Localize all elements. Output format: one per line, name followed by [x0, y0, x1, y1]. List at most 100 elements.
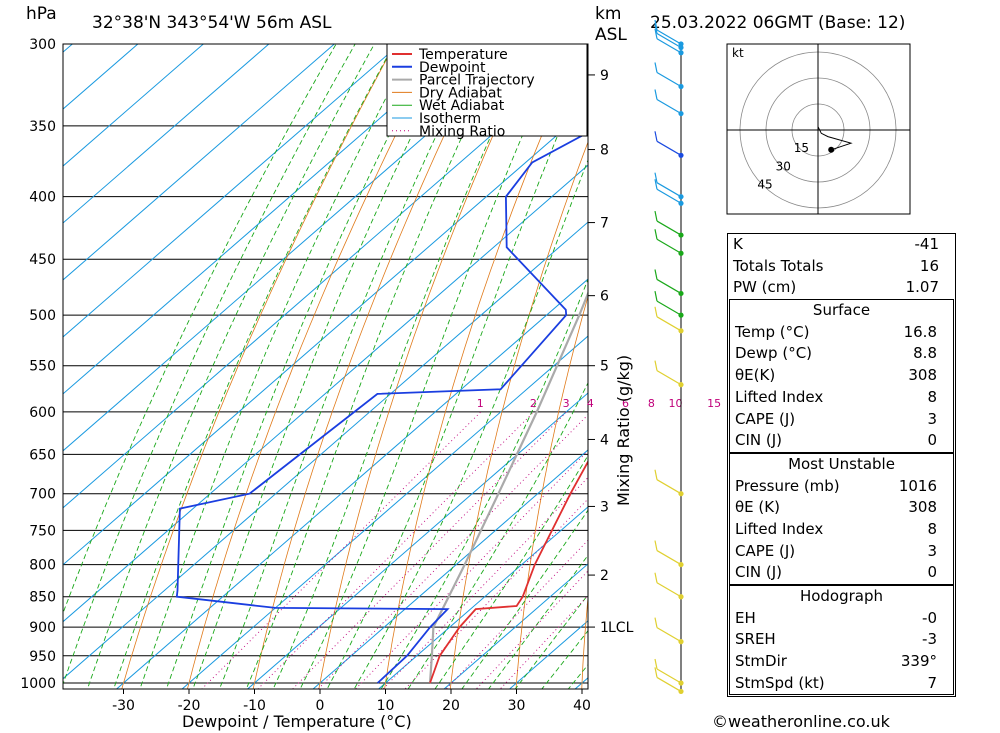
mixing-ratio-label: 2: [530, 397, 537, 410]
legend-entry: Isotherm: [419, 111, 481, 127]
wind-barb: [656, 479, 682, 495]
wet-adiabat-line: [353, 158, 588, 689]
wind-barb-flag: [654, 179, 658, 190]
wind-barb-flag: [654, 269, 658, 280]
wind-barb: [656, 370, 682, 386]
wet-adiabat-line: [380, 277, 588, 689]
isotherm-line: [246, 392, 588, 689]
surface-temp-value: 16.8: [903, 322, 937, 341]
hodograph-unit-label: kt: [732, 46, 744, 60]
wind-barb: [656, 220, 682, 236]
surface-section: Surface Temp (°C) 16.8 Dewp (°C) 8.8 θE(K)…: [729, 299, 954, 453]
mixing-ratio-line: [445, 539, 588, 689]
isotherm-line: [443, 563, 588, 689]
wind-barb: [656, 300, 682, 316]
wind-barb: [656, 550, 682, 566]
plot-frame: [62, 43, 589, 690]
wet-adiabat-line: [541, 630, 588, 689]
wind-level-dot: [678, 491, 684, 497]
lcl-label: LCL: [608, 620, 634, 636]
mixing-ratio-label: 4: [587, 397, 594, 410]
pressure-unit-label: hPa: [26, 4, 57, 24]
x-tick-label: 0: [316, 698, 325, 714]
wet-adiabat-line: [113, 44, 395, 689]
x-tick-label: 30: [508, 698, 526, 714]
hodograph-ring-label: 15: [794, 141, 809, 155]
wet-adiabat-line: [461, 509, 588, 689]
wind-barb: [656, 668, 682, 684]
wind-level-dot: [678, 152, 684, 158]
wind-barb-flag: [654, 28, 658, 39]
hodograph-section: Hodograph EH -0 SREH -3 StmDir 339° StmSpd …: [729, 585, 954, 696]
mu-thetae-value: 308: [908, 498, 937, 517]
x-tick-label: -20: [178, 698, 201, 714]
km-tick-label: 7: [600, 216, 609, 232]
dry-adiabat-line: [318, 44, 535, 689]
pressure-tick-label: 350: [29, 119, 56, 135]
wet-adiabat-line: [245, 44, 507, 689]
temperature-line: [429, 459, 588, 684]
isotherm-line: [63, 44, 270, 224]
pw-row: PW (cm) 1.07: [728, 277, 955, 299]
hodograph-storm-motion-dot: [828, 146, 835, 153]
pressure-tick-label: 550: [29, 359, 56, 375]
wet-adiabat-line: [139, 44, 415, 689]
isotherm-line: [115, 278, 588, 689]
surface-cin-value: 0: [927, 431, 937, 450]
pressure-tick-label: 300: [29, 37, 56, 53]
wind-level-dot: [678, 688, 684, 695]
hodograph-ring-label: 45: [757, 178, 772, 192]
pressure-tick-label: 500: [29, 308, 56, 324]
mixing-ratio-line: [201, 411, 482, 689]
km-tick-label: 5: [600, 359, 609, 375]
wind-barb: [656, 582, 682, 598]
pressure-tick-label: 950: [29, 649, 56, 665]
wind-barb: [656, 140, 682, 156]
k-index-row: K -41: [728, 234, 955, 256]
isotherm-line: [63, 44, 336, 281]
wind-barb-flag: [654, 89, 658, 100]
totals-totals-row: Totals Totals 16: [728, 256, 955, 278]
isotherm-line: [181, 335, 588, 689]
isotherm-line: [312, 449, 588, 689]
legend-entry: Parcel Trajectory: [419, 73, 535, 89]
wind-barb: [656, 278, 682, 294]
wind-level-dot: [678, 200, 684, 206]
location-title: 32°38'N 343°54'W 56m ASL: [92, 13, 332, 33]
wind-barb-flag: [654, 360, 658, 371]
wind-barb-flag: [654, 172, 658, 183]
km-tick-label: 2: [600, 568, 609, 584]
isotherm-line: [377, 506, 588, 689]
legend-entry: Temperature: [418, 47, 508, 63]
dewpoint-line: [175, 44, 588, 684]
pressure-tick-label: 850: [29, 590, 56, 606]
km-tick-label: 3: [600, 499, 609, 515]
pressure-tick-label: 650: [29, 447, 56, 463]
wind-barb-flag: [654, 667, 658, 678]
km-tick-label: 4: [600, 432, 609, 448]
dry-adiabat-line: [121, 44, 396, 689]
height-unit-label: km: [595, 4, 621, 24]
pressure-tick-label: 750: [29, 523, 56, 539]
wet-adiabat-line: [63, 44, 356, 686]
wind-barb-flag: [654, 210, 658, 222]
mu-cin-value: 0: [927, 563, 937, 582]
mixing-ratio-label: 6: [622, 397, 629, 410]
x-axis-title: Dewpoint / Temperature (°C): [182, 712, 412, 731]
mixing-ratio-line: [475, 570, 588, 689]
wind-level-dot: [678, 680, 684, 686]
indices-panel: K -41 Totals Totals 16 PW (cm) 1.07 Surface…: [727, 233, 956, 698]
legend-entry: Wet Adiabat: [419, 98, 505, 114]
wind-barb-flag: [654, 23, 658, 34]
legend-entry: Dewpoint: [419, 60, 486, 76]
wind-level-dot: [678, 194, 684, 200]
mu-cape-value: 3: [927, 541, 937, 560]
k-index-value: -41: [914, 235, 940, 253]
wind-level-dot: [678, 639, 684, 645]
wind-level-dot: [678, 290, 684, 297]
surface-li-value: 8: [927, 387, 937, 406]
wet-adiabat-line: [86, 44, 375, 689]
isotherm-line: [63, 221, 588, 680]
